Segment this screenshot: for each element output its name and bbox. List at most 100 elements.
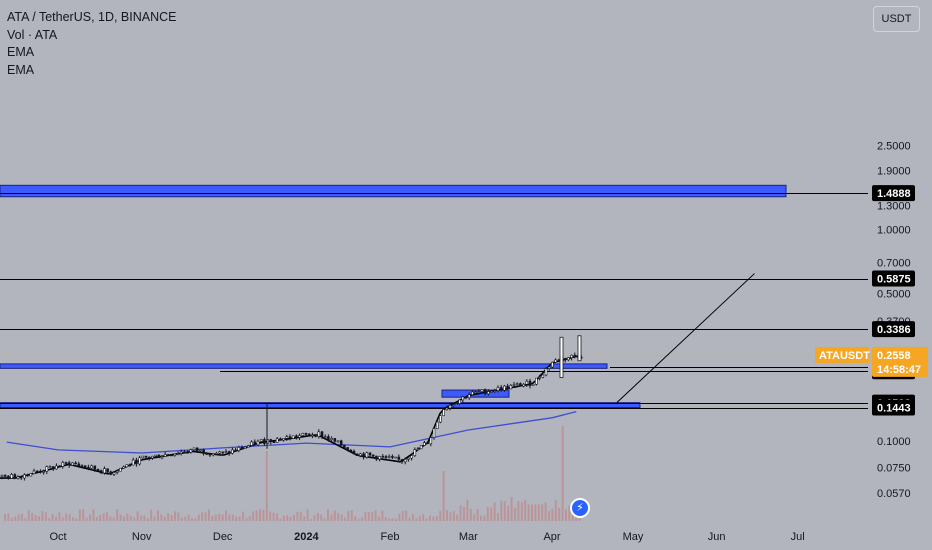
ema-indicator-label-2[interactable]: EMA	[7, 62, 35, 77]
volume-bar	[133, 517, 136, 521]
candle	[112, 471, 116, 476]
volume-bar	[418, 516, 421, 521]
candle	[93, 465, 97, 472]
candle	[496, 385, 500, 393]
zone-2	[0, 363, 608, 369]
symbol-title[interactable]: ATA / TetherUS, 1D, BINANCE	[7, 10, 177, 24]
volume-bar	[95, 517, 98, 521]
volume-bar	[7, 513, 10, 521]
candle-last	[577, 335, 582, 362]
candle	[211, 453, 215, 457]
x-tick-label: Mar	[459, 531, 478, 543]
candles	[0, 335, 583, 481]
volume-bar	[85, 517, 88, 521]
candle	[573, 352, 577, 359]
candle	[61, 460, 65, 469]
candle	[563, 357, 567, 363]
candle	[269, 438, 273, 445]
volume-bar	[286, 515, 289, 521]
volume-bar	[269, 511, 272, 521]
candle	[115, 469, 119, 475]
volume-bar	[442, 471, 445, 521]
candle	[253, 439, 257, 446]
candle	[477, 388, 481, 394]
volume-bar	[289, 516, 292, 521]
ema-line	[0, 355, 581, 479]
flash-icon[interactable]: ⚡	[570, 498, 590, 518]
candle	[272, 441, 276, 444]
volume-bar	[65, 513, 68, 521]
candle	[170, 454, 173, 457]
volume-indicator-label[interactable]: Vol · ATA	[7, 27, 58, 42]
y-tick-label: 1.9000	[877, 166, 911, 178]
candle	[311, 432, 314, 439]
candle	[397, 454, 401, 463]
volume-bar	[456, 514, 459, 521]
candle	[275, 437, 279, 443]
candle	[538, 374, 541, 381]
volume-bar	[320, 514, 323, 521]
volume-bar	[344, 517, 346, 521]
volume-bar	[299, 511, 302, 521]
volume-bar	[367, 512, 370, 521]
candle	[291, 435, 295, 439]
volume-bar	[544, 502, 547, 521]
candle	[483, 388, 487, 396]
volume-bar	[75, 518, 78, 521]
candle	[80, 464, 84, 468]
zone-1	[0, 184, 787, 198]
chart-legend: ATA / TetherUS, 1D, BINANCE Vol · ATA EM…	[7, 9, 177, 79]
candle	[493, 388, 497, 394]
volume-bar	[153, 516, 156, 521]
price-axis[interactable]: 2.50001.90001.30001.00000.70000.50000.37…	[877, 140, 911, 499]
volume-bar	[401, 510, 404, 521]
volume-bar	[310, 518, 312, 521]
volume-bar	[24, 518, 27, 521]
candle	[336, 440, 340, 443]
candle	[74, 461, 77, 465]
volume-bar	[160, 514, 163, 521]
candle	[333, 438, 337, 444]
candle	[480, 388, 484, 394]
candle	[528, 378, 532, 389]
volume-bar	[316, 513, 319, 521]
candle	[522, 383, 525, 388]
candle	[10, 472, 13, 479]
volume-bar	[102, 513, 105, 521]
time-axis[interactable]: Oct Nov Dec 2024 Feb Mar Apr May Jun Jul	[49, 531, 804, 543]
volume-bar	[350, 510, 353, 521]
volume-bar	[194, 518, 197, 521]
level-tag-0.5875: 0.5875	[872, 270, 915, 287]
candle	[109, 470, 113, 476]
candle	[458, 399, 461, 406]
volume-bar	[262, 509, 265, 521]
candle	[58, 465, 61, 468]
candle	[301, 432, 305, 437]
volume-bar	[55, 516, 57, 521]
volume-bar	[92, 509, 95, 521]
candle	[378, 455, 381, 462]
candle	[285, 434, 289, 441]
ema-indicator-label-1[interactable]: EMA	[7, 45, 35, 59]
candle	[240, 445, 244, 449]
volume-bars	[4, 426, 581, 521]
volume-bar	[405, 510, 408, 521]
volume-bar	[330, 514, 333, 521]
volume-bar	[214, 514, 217, 521]
volume-bar	[534, 504, 537, 521]
volume-bar	[72, 517, 74, 521]
candle	[215, 451, 218, 455]
ema-200-line	[6, 410, 577, 454]
x-tick-label: Feb	[381, 531, 400, 543]
candle	[39, 469, 42, 474]
volume-bar	[548, 511, 550, 521]
volume-bar	[432, 516, 435, 521]
volume-bar	[415, 518, 418, 521]
volume-bar	[561, 426, 564, 521]
volume-bar	[327, 509, 329, 521]
currency-button[interactable]: USDT	[873, 6, 920, 32]
candle	[221, 451, 225, 456]
x-tick-label: Nov	[132, 531, 152, 543]
